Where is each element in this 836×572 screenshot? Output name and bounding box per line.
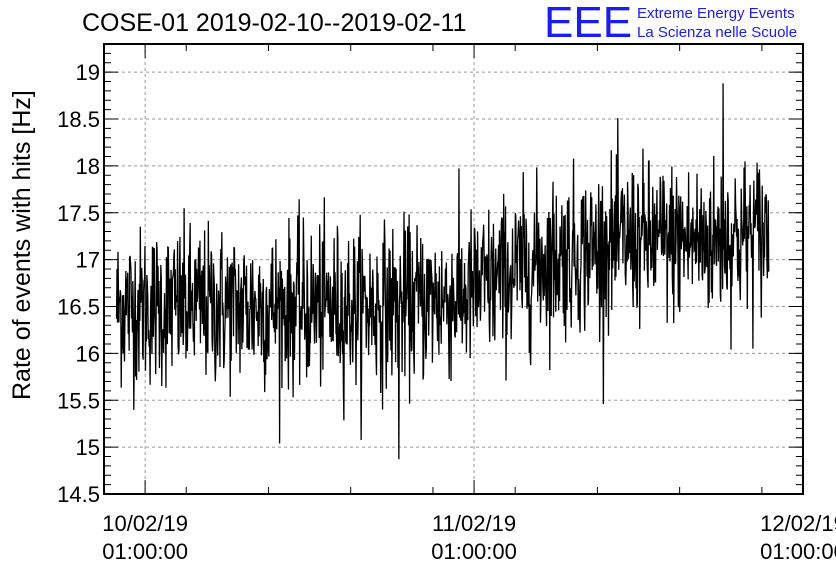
y-tick-label: 15.5 <box>57 388 100 413</box>
data-series-line <box>115 83 770 460</box>
x-tick-label-date: 12/02/19 <box>760 511 836 536</box>
logo-caption: Extreme Energy Events La Scienza nelle S… <box>637 4 797 42</box>
y-tick-label: 19 <box>76 60 100 85</box>
x-tick-label-time: 01:00:00 <box>431 539 517 564</box>
logo-line-1: Extreme Energy Events <box>637 5 795 22</box>
y-tick-label: 18 <box>76 154 100 179</box>
y-axis-label: Rate of events with hits [Hz] <box>8 90 36 400</box>
y-tick-label: 15 <box>76 435 100 460</box>
y-tick-label: 14.5 <box>57 482 100 507</box>
chart-title: COSE-01 2019-02-10--2019-02-11 <box>82 9 467 37</box>
y-tick-label: 16 <box>76 341 100 366</box>
y-tick-label: 17 <box>76 248 100 273</box>
x-tick-label-date: 10/02/19 <box>102 511 188 536</box>
x-tick-label-time: 01:00:00 <box>760 539 836 564</box>
eee-logo: EEE <box>544 0 633 47</box>
logo-line-2: La Scienza nelle Scuole <box>637 24 798 41</box>
x-tick-label-time: 01:00:00 <box>102 539 188 564</box>
plot-frame <box>103 43 804 495</box>
x-tick-label-date: 11/02/19 <box>432 511 516 536</box>
y-tick-label: 16.5 <box>57 295 100 320</box>
y-tick-label: 18.5 <box>57 107 100 132</box>
y-tick-label: 17.5 <box>57 201 100 226</box>
